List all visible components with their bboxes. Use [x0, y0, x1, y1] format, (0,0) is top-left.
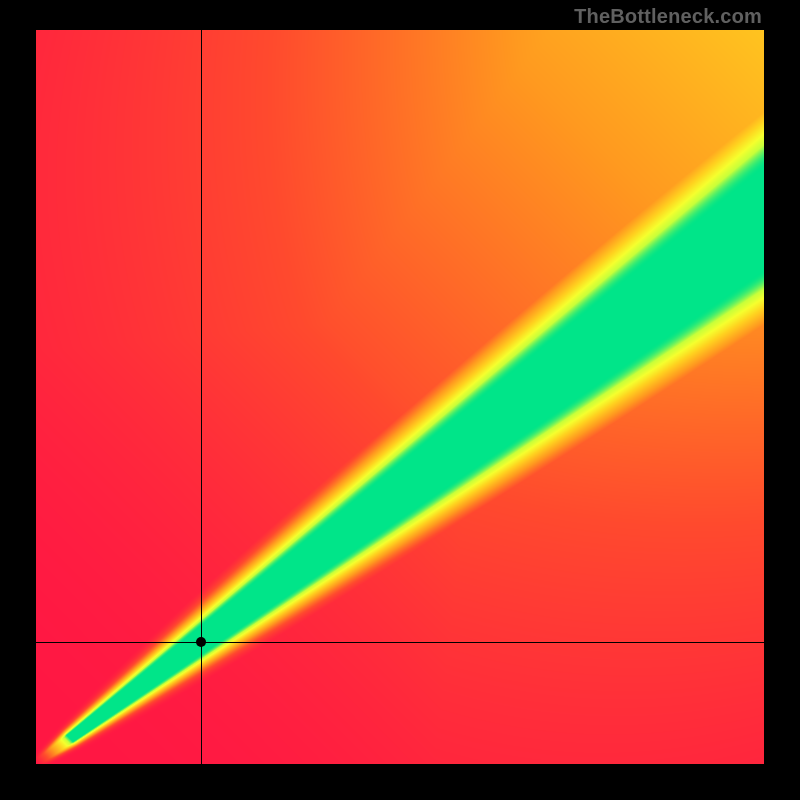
chart-container: TheBottleneck.com: [0, 0, 800, 800]
heatmap-canvas: [36, 30, 764, 764]
watermark-text: TheBottleneck.com: [574, 6, 762, 29]
